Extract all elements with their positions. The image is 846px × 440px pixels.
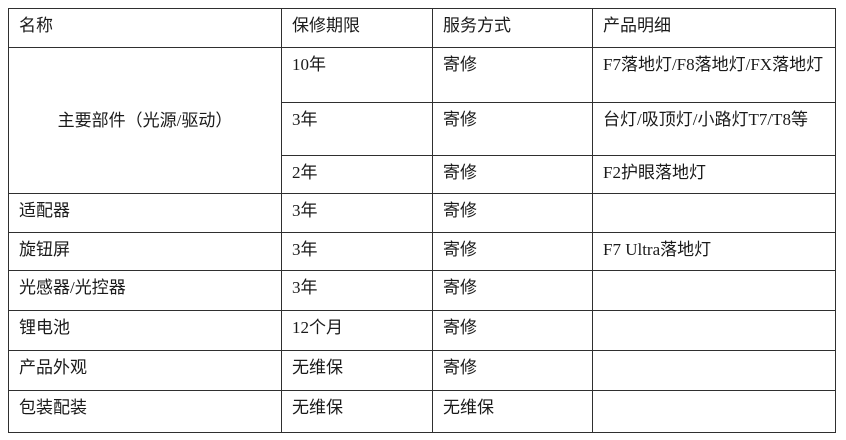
col-header-service-method: 服务方式 bbox=[432, 8, 593, 48]
table-row-product-appearance: 产品外观 无维保 寄修 bbox=[8, 350, 836, 391]
cell-service-method: 寄修 bbox=[432, 102, 593, 156]
cell-warranty-period: 无维保 bbox=[281, 390, 433, 433]
header-row: 名称 保修期限 服务方式 产品明细 bbox=[8, 8, 836, 48]
cell-service-method: 寄修 bbox=[432, 232, 593, 271]
cell-warranty-period: 12个月 bbox=[281, 310, 433, 351]
cell-warranty-period: 3年 bbox=[281, 193, 433, 233]
cell-component-name: 产品外观 bbox=[8, 350, 282, 391]
cell-product-detail bbox=[592, 390, 836, 433]
cell-service-method: 无维保 bbox=[432, 390, 593, 433]
cell-warranty-period: 2年 bbox=[281, 155, 433, 194]
table-row-main-components-1: 主要部件（光源/驱动） 10年 寄修 F7落地灯/F8落地灯/FX落地灯 bbox=[8, 47, 836, 194]
cell-product-detail bbox=[592, 310, 836, 351]
cell-component-name: 旋钮屏 bbox=[8, 232, 282, 271]
cell-warranty-period: 10年 bbox=[281, 47, 433, 103]
cell-warranty-period: 3年 bbox=[281, 270, 433, 311]
table-row-light-sensor: 光感器/光控器 3年 寄修 bbox=[8, 270, 836, 311]
cell-product-detail: 台灯/吸顶灯/小路灯T7/T8等 bbox=[592, 102, 836, 156]
cell-product-detail: F2护眼落地灯 bbox=[592, 155, 836, 194]
cell-service-method: 寄修 bbox=[432, 310, 593, 351]
col-header-name: 名称 bbox=[8, 8, 282, 48]
cell-service-method: 寄修 bbox=[432, 270, 593, 311]
cell-component-name: 光感器/光控器 bbox=[8, 270, 282, 311]
cell-component-name: 包装配装 bbox=[8, 390, 282, 433]
cell-product-detail: F7落地灯/F8落地灯/FX落地灯 bbox=[592, 47, 836, 103]
cell-service-method: 寄修 bbox=[432, 47, 593, 103]
cell-service-method: 寄修 bbox=[432, 193, 593, 233]
table-row-packaging: 包装配装 无维保 无维保 bbox=[8, 390, 836, 433]
cell-warranty-period: 无维保 bbox=[281, 350, 433, 391]
table-row-knob-screen: 旋钮屏 3年 寄修 F7 Ultra落地灯 bbox=[8, 232, 836, 271]
cell-main-components-name: 主要部件（光源/驱动） bbox=[8, 47, 282, 194]
cell-product-detail bbox=[592, 270, 836, 311]
cell-product-detail: F7 Ultra落地灯 bbox=[592, 232, 836, 271]
cell-component-name: 适配器 bbox=[8, 193, 282, 233]
cell-warranty-period: 3年 bbox=[281, 232, 433, 271]
cell-service-method: 寄修 bbox=[432, 155, 593, 194]
col-header-product-detail: 产品明细 bbox=[592, 8, 836, 48]
table-row-adapter: 适配器 3年 寄修 bbox=[8, 193, 836, 233]
cell-product-detail bbox=[592, 350, 836, 391]
cell-warranty-period: 3年 bbox=[281, 102, 433, 156]
cell-product-detail bbox=[592, 193, 836, 233]
cell-component-name: 锂电池 bbox=[8, 310, 282, 351]
table-row-main-components-2: 3年 寄修 台灯/吸顶灯/小路灯T7/T8等 bbox=[9, 102, 836, 156]
table-row-main-components-3: 2年 寄修 F2护眼落地灯 bbox=[9, 155, 836, 194]
col-header-warranty-period: 保修期限 bbox=[281, 8, 433, 48]
warranty-table: 名称 保修期限 服务方式 产品明细 主要部件（光源/驱动） 10年 寄修 F7落… bbox=[8, 8, 836, 433]
cell-service-method: 寄修 bbox=[432, 350, 593, 391]
table-row-lithium-battery: 锂电池 12个月 寄修 bbox=[8, 310, 836, 351]
